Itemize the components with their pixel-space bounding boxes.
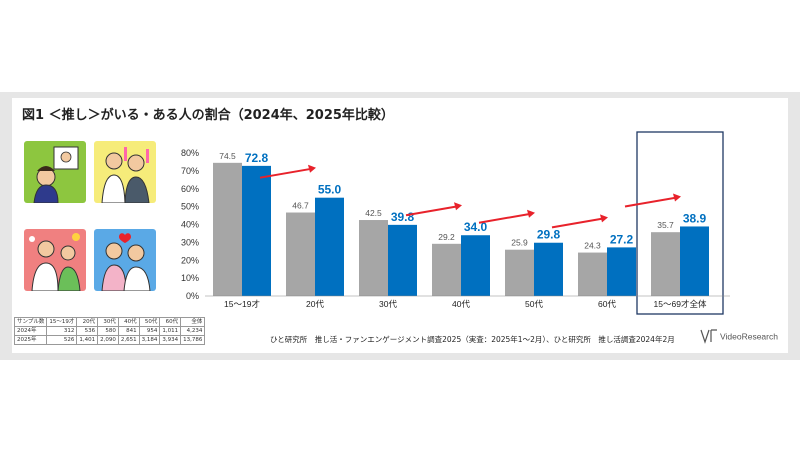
video-research-logo: VideoResearch [700,328,780,344]
value-label-2025: 34.0 [464,220,488,234]
x-category-label: 20代 [306,299,324,309]
y-tick-label: 20% [181,255,199,265]
x-category-label: 15～69才全体 [654,299,707,309]
value-label-2024: 35.7 [657,220,674,230]
increase-arrow [405,205,459,217]
increase-arrow-head [454,202,462,211]
x-category-label: 40代 [452,299,470,309]
value-label-2024: 74.5 [219,151,236,161]
value-label-2025: 39.8 [391,210,415,224]
bar-2024 [505,249,534,296]
bar-2025 [388,224,417,296]
bar-2024 [432,243,461,296]
illustration-fans-lightsticks [94,141,156,203]
bar-2024 [578,252,607,296]
figure-title: 図1 ＜推し＞がいる・ある人の割合（2024年、2025年比較） [22,108,394,123]
value-label-2024: 29.2 [438,232,455,242]
y-tick-label: 30% [181,237,199,247]
table-row: 2025年 526 1,401 2,090 2,651 3,184 3,934 … [13,335,206,345]
increase-arrow-head [600,214,608,223]
y-tick-label: 0% [186,291,199,301]
increase-arrow [551,217,605,229]
bar-2025 [534,242,563,296]
x-category-label: 30代 [379,299,397,309]
value-label-2025: 55.0 [318,183,342,197]
y-tick-label: 10% [181,273,199,283]
bar-2025 [680,226,709,296]
value-label-2025: 27.2 [610,232,634,246]
value-label-2025: 38.9 [683,211,707,225]
highlight-box [636,131,724,315]
bar-2024 [286,212,315,296]
illustration-couple-heart [94,229,156,291]
bar-2025 [315,197,344,296]
value-label-2024: 46.7 [292,201,309,211]
increase-arrow [624,196,678,208]
illustration-fans-goods [24,229,86,291]
y-tick-label: 80% [181,148,199,158]
y-tick-label: 60% [181,184,199,194]
svg-text:VideoResearch: VideoResearch [720,332,778,342]
value-label-2024: 24.3 [584,241,601,251]
table-row: 2024年 312 536 580 841 954 1,011 4,234 [13,326,206,336]
bar-2024 [213,162,242,296]
y-tick-label: 50% [181,202,199,212]
increase-arrow [259,167,313,179]
bar-2025 [461,235,490,296]
increase-arrow [478,212,532,224]
value-label-2024: 42.5 [365,208,382,218]
bar-2024 [651,232,680,296]
bar-2024 [359,220,388,296]
y-tick-label: 40% [181,220,199,230]
illustration-fan-phone [24,141,86,203]
y-tick-label: 70% [181,166,199,176]
value-label-2024: 25.9 [511,238,528,248]
bar-2025 [242,165,271,296]
source-note: ひと研究所 推し活・ファンエンゲージメント調査2025（実査：2025年1～2月… [270,335,675,344]
value-label-2025: 29.8 [537,228,561,242]
increase-arrow-head [673,193,681,202]
sample-size-table: サンプル数 15～19才 20代 30代 40代 50代 60代 全体 2024… [13,317,206,345]
x-category-label: 60代 [598,299,616,309]
bar-2025 [607,247,636,296]
value-label-2025: 72.8 [245,151,269,165]
increase-arrow-head [308,164,316,173]
x-category-label: 50代 [525,299,543,309]
increase-arrow-head [527,209,535,218]
x-category-label: 15～19才 [224,299,260,309]
